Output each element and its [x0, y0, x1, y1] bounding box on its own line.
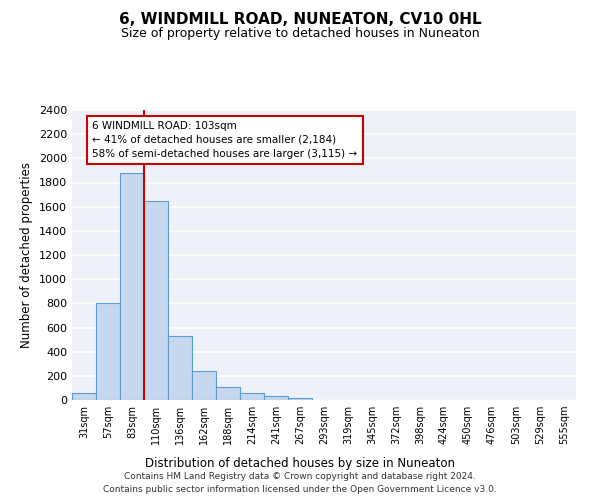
Bar: [72, 394, 96, 400]
Text: Contains public sector information licensed under the Open Government Licence v3: Contains public sector information licen…: [103, 485, 497, 494]
Bar: [216, 386, 240, 400]
Bar: [288, 398, 312, 400]
Text: Distribution of detached houses by size in Nuneaton: Distribution of detached houses by size …: [145, 458, 455, 470]
Bar: [264, 396, 288, 400]
Bar: [144, 200, 168, 400]
Text: Contains HM Land Registry data © Crown copyright and database right 2024.: Contains HM Land Registry data © Crown c…: [124, 472, 476, 481]
Bar: [240, 393, 264, 400]
Text: 6 WINDMILL ROAD: 103sqm
← 41% of detached houses are smaller (2,184)
58% of semi: 6 WINDMILL ROAD: 103sqm ← 41% of detache…: [92, 121, 358, 159]
Bar: [168, 336, 192, 400]
Bar: [120, 173, 144, 400]
Bar: [192, 371, 216, 400]
Bar: [96, 304, 120, 400]
Y-axis label: Number of detached properties: Number of detached properties: [20, 162, 34, 348]
Text: Size of property relative to detached houses in Nuneaton: Size of property relative to detached ho…: [121, 28, 479, 40]
Text: 6, WINDMILL ROAD, NUNEATON, CV10 0HL: 6, WINDMILL ROAD, NUNEATON, CV10 0HL: [119, 12, 481, 28]
